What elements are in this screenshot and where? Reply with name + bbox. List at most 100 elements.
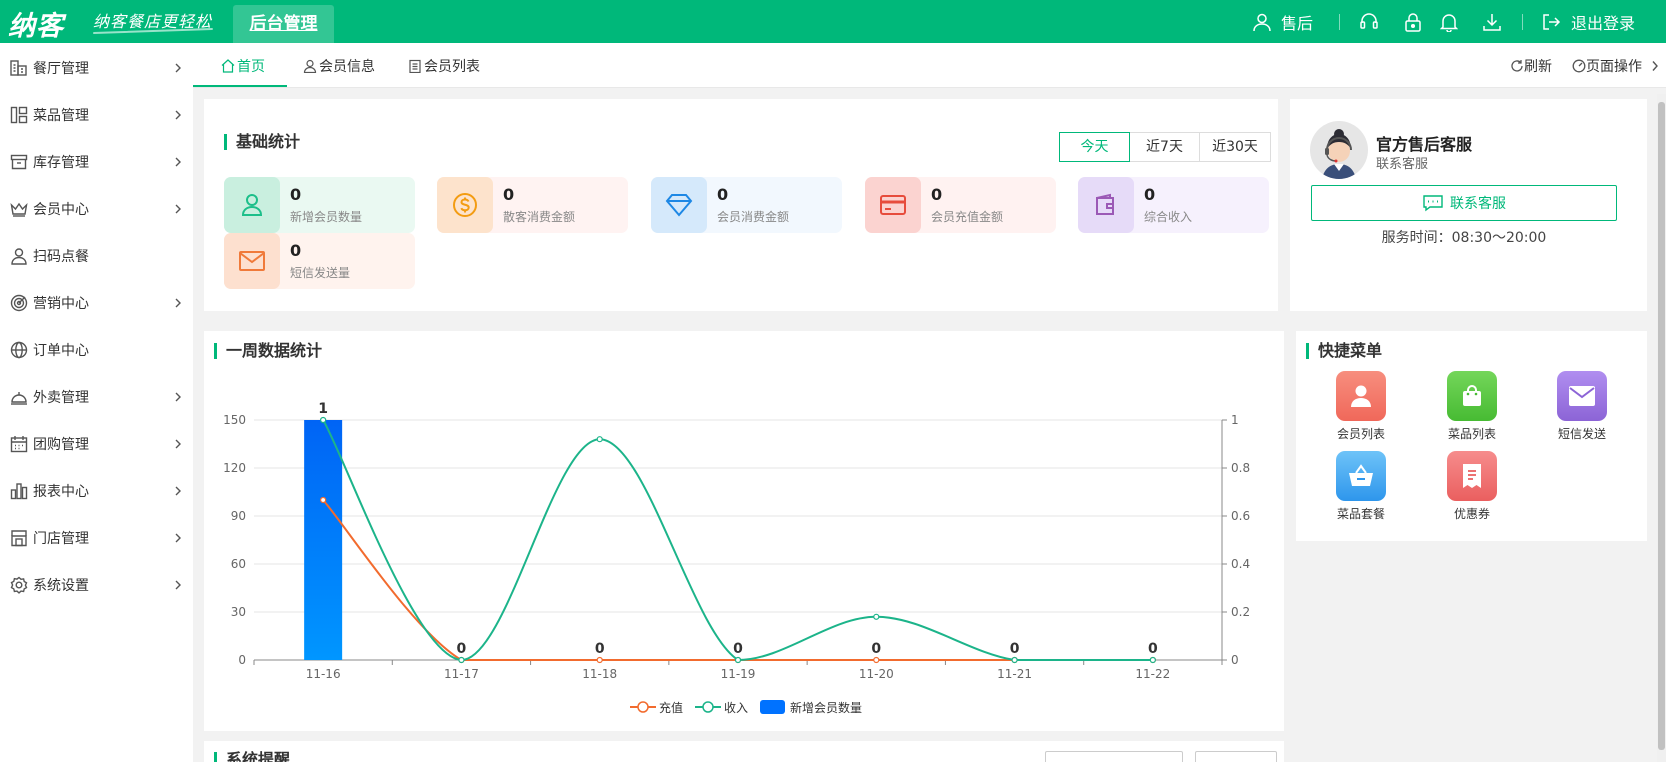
sidebar-item-label: 报表中心	[33, 484, 89, 500]
stat-value: 0	[1144, 185, 1156, 204]
tab-backend-management[interactable]: 后台管理	[233, 5, 334, 43]
chevron-right-icon	[175, 580, 181, 590]
sidebar-item-label: 订单中心	[33, 343, 89, 359]
lock-icon	[1405, 12, 1421, 32]
sidebar-item-stores[interactable]: 门店管理	[0, 513, 193, 563]
legend-item-recharge[interactable]: 充值	[630, 699, 683, 716]
quick-menu-panel	[1296, 331, 1647, 541]
legend-item-new-members[interactable]: 新增会员数量	[760, 699, 862, 716]
quick-item-dish-list[interactable]: 菜品列表	[1446, 371, 1498, 441]
bell-icon	[1440, 13, 1458, 32]
legend-line-marker-icon	[630, 701, 656, 713]
sidebar-item-reports[interactable]: 报表中心	[0, 466, 193, 516]
bell-cover-icon	[11, 392, 27, 405]
sidebar-item-orders[interactable]: 订单中心	[0, 325, 193, 375]
bar-data-label: 1	[318, 401, 328, 417]
divider	[1339, 14, 1340, 30]
tab-member-info[interactable]: 会员信息	[303, 43, 375, 88]
y-right-tick-label: 0.4	[1231, 557, 1250, 571]
y-left-tick-label: 0	[238, 653, 246, 667]
service-name: 官方售后客服	[1376, 135, 1473, 154]
legend-line-marker-icon	[695, 701, 722, 713]
bar	[304, 420, 343, 660]
quick-item-dish-combo[interactable]: 菜品套餐	[1335, 451, 1387, 521]
download-icon	[1483, 13, 1501, 31]
brand-logo: 纳客	[8, 11, 64, 42]
sidebar-item-label: 库存管理	[33, 155, 89, 171]
chevron-right-icon	[1652, 60, 1658, 71]
x-tick-label: 11-19	[721, 667, 756, 681]
divider	[1522, 14, 1523, 30]
stat-label: 会员消费金额	[717, 210, 790, 224]
tab-home[interactable]: 首页	[221, 43, 265, 88]
range-today[interactable]: 今天	[1059, 132, 1130, 162]
quick-item-sms-send[interactable]: 短信发送	[1556, 371, 1608, 441]
lock-button[interactable]	[1404, 0, 1422, 43]
service-agent-avatar-image	[1322, 129, 1356, 179]
quick-menu-title: 快捷菜单	[1306, 343, 1382, 359]
stat-card-guest-spending[interactable]: 0 散客消费金额	[437, 177, 628, 233]
tab-label: 会员列表	[424, 58, 480, 75]
stat-card-sms-sent[interactable]: 0 短信发送量	[224, 233, 415, 289]
notice-filter-select[interactable]	[1045, 751, 1183, 762]
sidebar-item-label: 菜品管理	[33, 108, 89, 124]
sidebar-item-dishes[interactable]: 菜品管理	[0, 90, 193, 140]
quick-icon-box	[1336, 371, 1386, 421]
sidebar-item-group-buy[interactable]: 团购管理	[0, 419, 193, 469]
tab-scroll-right-button[interactable]	[1650, 43, 1660, 88]
sidebar-item-marketing[interactable]: 营销中心	[0, 278, 193, 328]
quick-icon-box	[1557, 371, 1607, 421]
stat-card-member-spending[interactable]: 0 会员消费金额	[651, 177, 842, 233]
tab-member-list[interactable]: 会员列表	[408, 43, 480, 88]
headset-button[interactable]	[1359, 0, 1379, 43]
logout-button[interactable]: 退出登录	[1541, 0, 1635, 43]
stat-card-total-income[interactable]: 0 综合收入	[1078, 177, 1269, 233]
x-tick-label: 11-20	[859, 667, 894, 681]
refresh-label: 刷新	[1524, 58, 1552, 75]
chevron-right-icon	[175, 204, 181, 214]
notification-button[interactable]	[1440, 0, 1458, 43]
bar-data-label: 0	[1148, 641, 1158, 657]
notice-action-button[interactable]	[1195, 751, 1277, 762]
contact-service-button[interactable]: 联系客服	[1311, 185, 1617, 221]
bar-data-label: 0	[871, 641, 881, 657]
legend-item-income[interactable]: 收入	[695, 699, 748, 716]
sidebar-item-scan-order[interactable]: 扫码点餐	[0, 231, 193, 281]
series-point	[458, 656, 465, 664]
refresh-button[interactable]: 刷新	[1510, 43, 1552, 88]
quick-item-member-list[interactable]: 会员列表	[1335, 371, 1387, 441]
user-menu[interactable]: 售后	[1252, 0, 1313, 43]
sidebar-item-member-center[interactable]: 会员中心	[0, 184, 193, 234]
sidebar-item-restaurant[interactable]: 餐厅管理	[0, 43, 193, 93]
legend-bar-marker-icon	[760, 700, 786, 714]
range-7-days[interactable]: 近7天	[1130, 133, 1200, 161]
stat-icon-box	[865, 177, 921, 233]
page-scrollbar-thumb[interactable]	[1658, 102, 1665, 750]
stat-icon-box	[1078, 177, 1134, 233]
stat-card-new-members[interactable]: 0 新增会员数量	[224, 177, 415, 233]
stat-value: 0	[503, 185, 515, 204]
chevron-right-icon	[175, 298, 181, 308]
sidebar-item-inventory[interactable]: 库存管理	[0, 137, 193, 187]
chevron-right-icon	[175, 157, 181, 167]
stat-card-member-recharge[interactable]: 0 会员充值金额	[865, 177, 1056, 233]
weekly-stats-title: 一周数据统计	[214, 343, 322, 359]
download-button[interactable]	[1482, 0, 1502, 43]
sidebar-item-settings[interactable]: 系统设置	[0, 560, 193, 610]
bar-chart-icon	[10, 483, 28, 500]
series-line	[322, 499, 1153, 661]
y-left-tick-label: 30	[231, 605, 246, 619]
brand-slogan: 纳客餐店更轻松	[93, 12, 213, 31]
sidebar-item-label: 营销中心	[33, 296, 89, 312]
page-operations-button[interactable]: 页面操作	[1572, 43, 1642, 88]
quick-icon-box	[1447, 451, 1497, 501]
shopping-bag-icon	[1463, 385, 1481, 406]
quick-item-coupon[interactable]: 优惠券	[1446, 451, 1498, 521]
stat-value: 0	[717, 185, 729, 204]
dishes-icon	[10, 106, 28, 124]
range-30-days[interactable]: 近30天	[1212, 139, 1258, 155]
headset-icon	[1360, 12, 1378, 29]
sidebar-item-takeout[interactable]: 外卖管理	[0, 372, 193, 422]
series-point	[596, 436, 603, 443]
stat-label: 新增会员数量	[290, 210, 363, 224]
